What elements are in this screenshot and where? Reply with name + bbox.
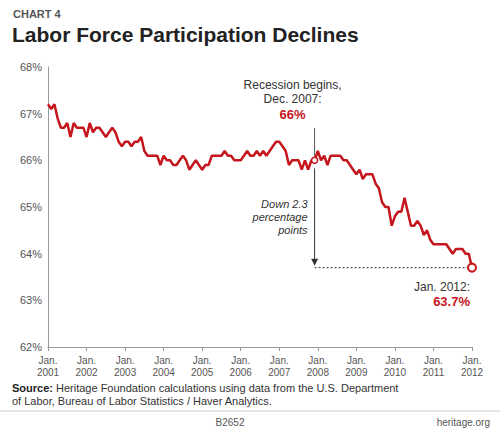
svg-text:CHART 4: CHART 4 [13, 8, 62, 20]
svg-text:Jan.: Jan. [77, 355, 96, 366]
svg-text:2012: 2012 [461, 367, 484, 378]
svg-text:2008: 2008 [307, 367, 330, 378]
svg-text:Heritage Foundation calculatio: Heritage Foundation calculations using d… [53, 382, 402, 394]
svg-text:2011: 2011 [423, 367, 445, 378]
svg-text:66%: 66% [280, 107, 306, 122]
svg-text:B2652: B2652 [216, 417, 245, 428]
svg-text:Jan.: Jan. [308, 355, 327, 366]
svg-text:2007: 2007 [268, 367, 291, 378]
svg-text:63%: 63% [20, 294, 42, 306]
svg-text:Jan.: Jan. [193, 355, 212, 366]
svg-text:2002: 2002 [75, 367, 98, 378]
svg-text:2009: 2009 [345, 367, 368, 378]
svg-text:2006: 2006 [230, 367, 253, 378]
svg-text:Jan.: Jan. [347, 355, 366, 366]
svg-text:Recession begins,: Recession begins, [244, 78, 342, 92]
svg-text:2010: 2010 [384, 367, 407, 378]
svg-text:66%: 66% [20, 154, 42, 166]
svg-text:points: points [277, 224, 308, 236]
svg-text:65%: 65% [20, 201, 42, 213]
svg-text:68%: 68% [20, 61, 42, 73]
svg-text:2001: 2001 [37, 367, 60, 378]
svg-text:Jan.: Jan. [39, 355, 58, 366]
svg-text:Down 2.3: Down 2.3 [261, 198, 308, 210]
svg-text:2004: 2004 [153, 367, 176, 378]
svg-text:64%: 64% [20, 248, 42, 260]
svg-text:Jan.: Jan. [463, 355, 482, 366]
svg-text:2003: 2003 [114, 367, 137, 378]
svg-text:Jan. 2012:: Jan. 2012: [414, 280, 470, 294]
svg-text:2005: 2005 [191, 367, 214, 378]
svg-text:Jan.: Jan. [231, 355, 250, 366]
svg-text:heritage.org: heritage.org [437, 417, 490, 428]
svg-text:Jan.: Jan. [116, 355, 135, 366]
svg-text:63.7%: 63.7% [433, 294, 470, 309]
svg-text:67%: 67% [20, 108, 42, 120]
svg-text:Labor Force Participation Decl: Labor Force Participation Declines [12, 23, 359, 46]
svg-text:Jan.: Jan. [270, 355, 289, 366]
svg-text:Jan.: Jan. [154, 355, 173, 366]
svg-text:Dec. 2007:: Dec. 2007: [264, 92, 322, 106]
svg-text:62%: 62% [20, 341, 42, 353]
svg-text:percentage: percentage [252, 211, 308, 223]
svg-text:Source:: Source: [12, 382, 53, 394]
svg-text:Jan.: Jan. [424, 355, 443, 366]
svg-text:of Labor, Bureau of Labor Stat: of Labor, Bureau of Labor Statistics / H… [12, 395, 272, 407]
svg-text:Jan.: Jan. [385, 355, 404, 366]
